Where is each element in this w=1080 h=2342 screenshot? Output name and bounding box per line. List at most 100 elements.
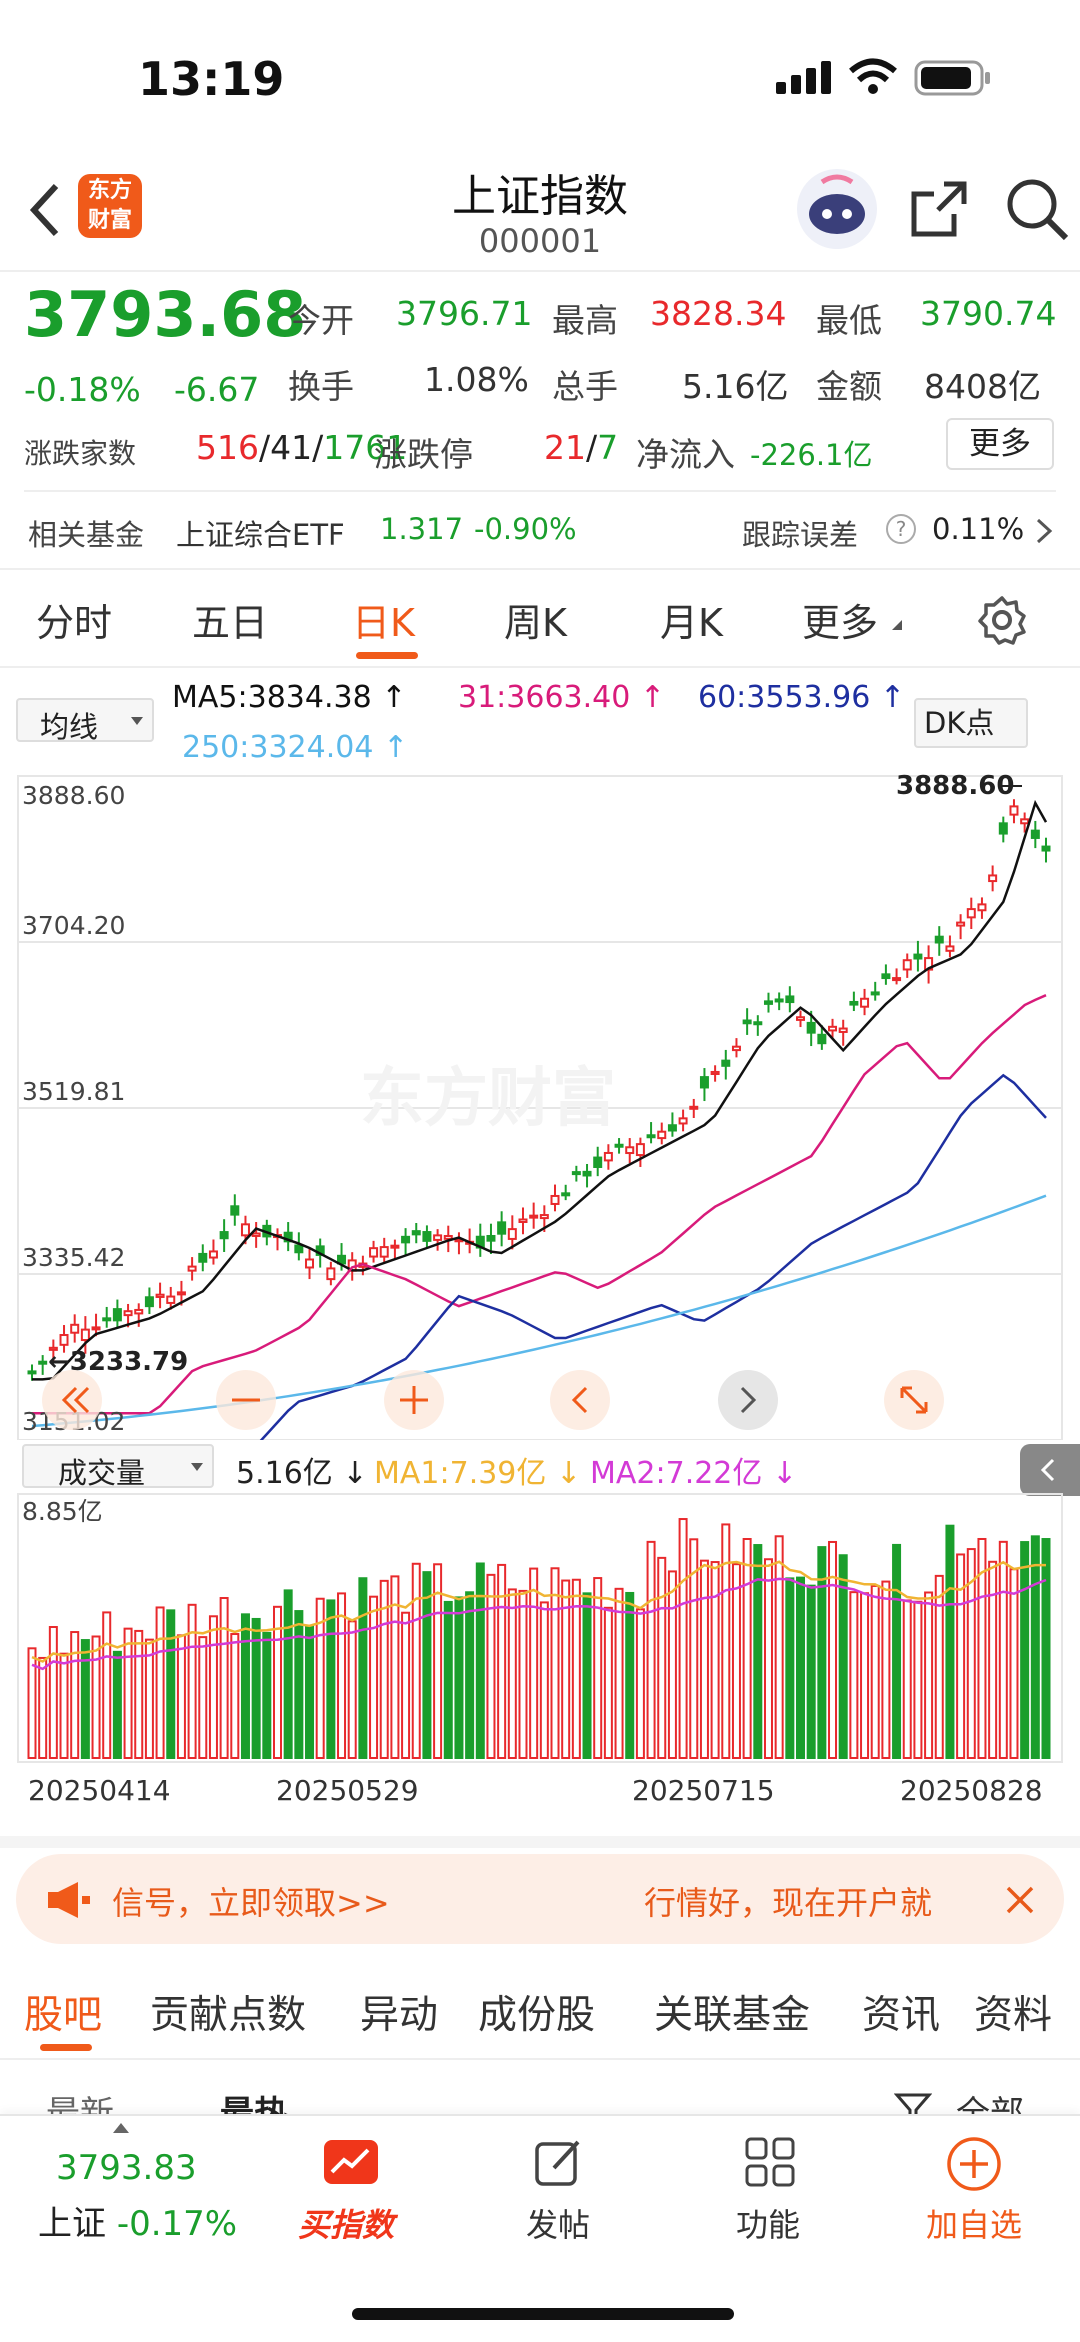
close-icon[interactable] — [1004, 1884, 1036, 1916]
candle-body — [699, 1076, 709, 1089]
tab-more[interactable]: 更多 — [802, 601, 879, 645]
tab-intraday[interactable]: 分时 — [36, 601, 113, 645]
divider — [24, 490, 1056, 492]
volume-bar — [219, 1597, 229, 1759]
volume-bar — [262, 1631, 272, 1760]
candle-body — [422, 1231, 432, 1242]
dk-point-button[interactable]: DK点 — [914, 698, 1028, 748]
volume-bar — [379, 1579, 389, 1760]
volume-ma2: MA2:7.22亿 ↓ — [590, 1456, 798, 1491]
volume-ma2-text: MA2:7.22亿 — [590, 1456, 763, 1491]
fast-back-button[interactable] — [42, 1370, 102, 1430]
candle-body — [166, 1295, 176, 1304]
tab-monthly-k[interactable]: 月K — [660, 601, 723, 645]
volume-bar — [1041, 1538, 1051, 1759]
volume-bar — [742, 1538, 752, 1760]
candle-body — [657, 1130, 667, 1140]
tab-news[interactable]: 资讯 — [862, 1993, 941, 2038]
volume-bar — [208, 1615, 218, 1759]
tab-daily-k[interactable]: 日K — [352, 601, 415, 645]
candle-body — [785, 995, 795, 1004]
collapse-panel-button[interactable] — [1020, 1444, 1080, 1496]
volume-bar — [518, 1589, 528, 1759]
volume-bar — [550, 1567, 560, 1759]
nav-post[interactable]: 发帖 — [526, 2206, 591, 2244]
ma5-line — [32, 799, 1048, 1381]
candle-body — [593, 1156, 603, 1168]
scroll-right-button[interactable] — [718, 1370, 778, 1430]
robot-assistant-icon[interactable] — [792, 164, 882, 254]
candle-body — [1041, 845, 1051, 852]
ma-selector[interactable]: 均线 — [16, 698, 154, 744]
kline-chart[interactable]: 东方财富 3888.60 3704.20 3519.81 3335.42 315… — [0, 770, 1080, 1440]
volume-bar — [689, 1538, 699, 1759]
gear-icon[interactable] — [976, 594, 1028, 646]
amount-label: 金额 — [816, 367, 882, 406]
turnover-label: 换手 — [288, 367, 354, 406]
nav-add-watchlist[interactable]: 加自选 — [926, 2206, 1023, 2244]
period-tabs: 分时 五日 日K 周K 月K 更多 — [0, 568, 1080, 668]
candle-body — [390, 1244, 400, 1249]
volume-bar — [134, 1629, 144, 1759]
candle-body — [892, 977, 902, 982]
tab-contribution[interactable]: 贡献点数 — [150, 1993, 307, 2038]
volume-bar — [902, 1599, 912, 1759]
candle-body — [27, 1370, 37, 1375]
more-button[interactable]: 更多 — [946, 418, 1054, 470]
nav-buy-index[interactable]: 买指数 — [298, 2206, 395, 2244]
volume-max-label: 8.85亿 — [22, 1497, 103, 1526]
tab-guba[interactable]: 股吧 — [24, 1993, 103, 2038]
divider — [0, 2058, 1080, 2060]
fund-name[interactable]: 上证综合ETF — [176, 518, 345, 552]
volume-selector[interactable]: 成交量 — [22, 1444, 214, 1490]
candle-body — [401, 1235, 411, 1244]
search-icon[interactable] — [1004, 176, 1070, 242]
ma31-value: 31:3663.40 ↑ — [458, 680, 666, 715]
date-label-3: 20250715 — [632, 1774, 775, 1807]
back-icon[interactable] — [24, 180, 64, 240]
help-icon[interactable]: ? — [886, 514, 916, 544]
y-label-top: 3888.60 — [22, 781, 125, 810]
candle-body — [326, 1267, 336, 1281]
tab-constituents[interactable]: 成份股 — [478, 1993, 596, 2038]
candle-body — [187, 1265, 197, 1272]
share-icon[interactable] — [908, 178, 970, 240]
volume-bar — [38, 1656, 48, 1759]
tab-profile[interactable]: 资料 — [974, 1993, 1053, 2038]
chevron-right-icon[interactable] — [1034, 516, 1054, 546]
volume-chart[interactable]: 8.85亿 — [0, 1490, 1080, 1770]
volume-bar — [881, 1580, 891, 1759]
candle-body — [731, 1045, 741, 1052]
volume-value: 5.16亿 — [682, 367, 789, 406]
volume-bar — [155, 1606, 165, 1759]
logo-line1: 东方 — [87, 178, 132, 203]
tab-related-funds[interactable]: 关联基金 — [654, 1993, 811, 2038]
tab-movement[interactable]: 异动 — [360, 1993, 439, 2038]
y-label-4: 3335.42 — [22, 1243, 125, 1272]
nav-function[interactable]: 功能 — [736, 2206, 801, 2244]
tab-weekly-k[interactable]: 周K — [504, 601, 567, 645]
volume-bar — [91, 1635, 101, 1760]
high-value: 3828.34 — [650, 294, 787, 333]
nav-index-price[interactable]: 3793.83 — [56, 2148, 197, 2188]
volume-selector-label: 成交量 — [58, 1456, 146, 1490]
volume-ma1-text: MA1:7.39亿 — [374, 1456, 547, 1491]
candle-body — [988, 874, 998, 883]
limit-up: 21 — [544, 428, 586, 467]
candle-body — [774, 998, 784, 1003]
promo-banner[interactable]: 信号，立即领取>> 行情好，现在开户就 — [16, 1854, 1064, 1944]
scroll-left-button[interactable] — [550, 1370, 610, 1430]
volume-bar — [998, 1540, 1008, 1759]
status-time: 13:19 — [138, 52, 285, 106]
home-indicator — [352, 2308, 734, 2320]
nav-index[interactable]: 上证 -0.17% — [38, 2196, 237, 2245]
function-grid-icon — [745, 2137, 795, 2187]
high-label: 最高 — [552, 301, 618, 340]
low-marker: ←3233.79 — [48, 1347, 188, 1377]
volume-bar — [422, 1571, 432, 1760]
limit-label: 涨跌停 — [374, 435, 473, 474]
candle-body — [529, 1214, 539, 1219]
current-price: 3793.68 — [24, 278, 307, 351]
tab-5day[interactable]: 五日 — [192, 601, 269, 645]
volume-bars-group — [27, 1518, 1051, 1760]
